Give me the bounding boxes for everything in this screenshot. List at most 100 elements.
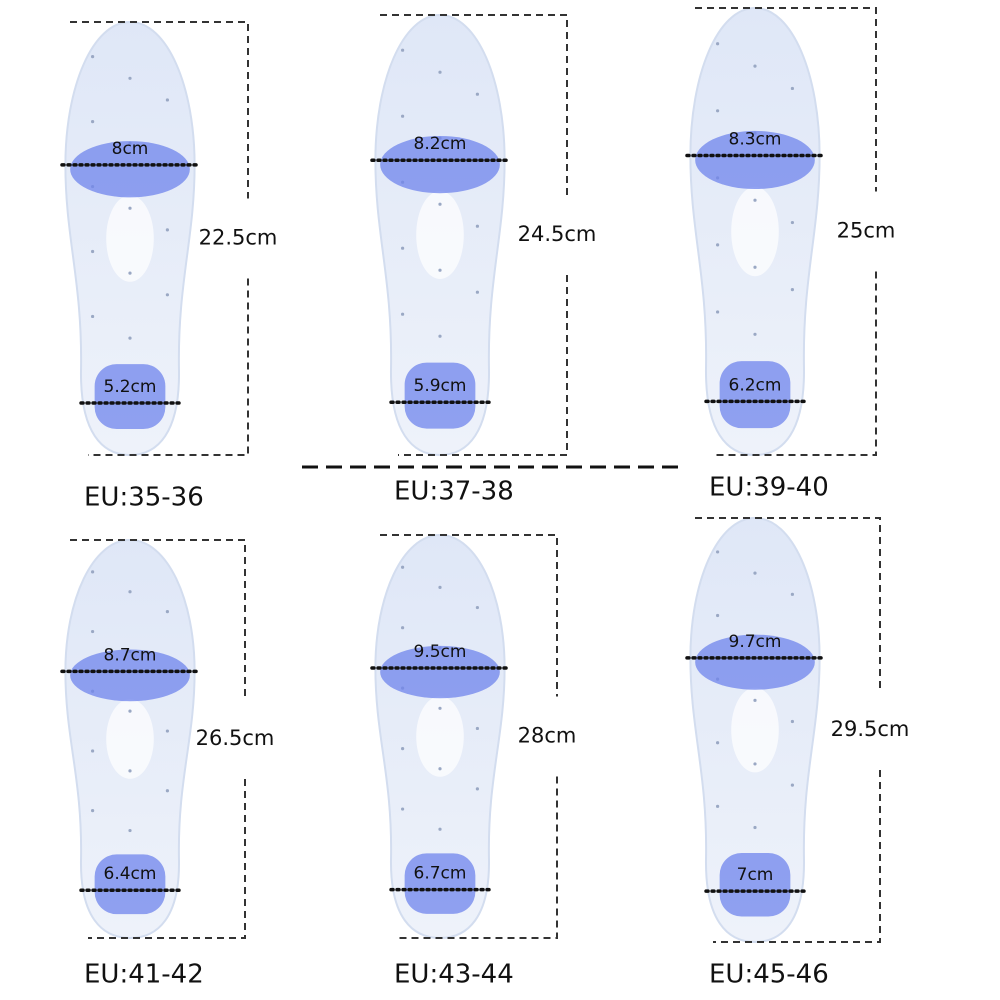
size-label: EU:41-42 bbox=[84, 960, 204, 990]
heel-pad bbox=[94, 854, 166, 915]
vent-hole bbox=[790, 86, 795, 91]
vent-hole bbox=[790, 220, 795, 225]
vent-hole bbox=[128, 271, 132, 275]
vent-hole bbox=[438, 767, 442, 771]
vent-hole bbox=[716, 613, 720, 618]
vent-hole bbox=[716, 550, 720, 554]
vent-hole bbox=[716, 109, 720, 113]
vent-hole bbox=[753, 332, 757, 336]
heel-width: 5.2cm bbox=[104, 377, 157, 397]
length: 24.5cm bbox=[518, 222, 597, 246]
vent-hole bbox=[91, 119, 95, 124]
vent-hole bbox=[91, 570, 95, 574]
size-label: EU:35-36 bbox=[84, 483, 204, 513]
length-bracket-bottom bbox=[713, 271, 877, 456]
vent-hole bbox=[753, 698, 757, 702]
vent-hole bbox=[128, 709, 132, 713]
forefoot-pad bbox=[695, 634, 815, 690]
arch-highlight bbox=[416, 191, 464, 279]
vent-hole bbox=[753, 198, 757, 202]
vent-hole bbox=[401, 246, 405, 250]
vent-hole bbox=[165, 789, 169, 793]
length: 28cm bbox=[518, 724, 577, 748]
forefoot-width: 9.5cm bbox=[414, 642, 467, 662]
vent-hole bbox=[91, 249, 95, 254]
vent-hole bbox=[91, 749, 95, 753]
vent-hole bbox=[128, 76, 132, 80]
length: 22.5cm bbox=[199, 226, 278, 250]
arch-highlight bbox=[731, 186, 779, 277]
vent-hole bbox=[475, 787, 479, 791]
vent-hole bbox=[790, 719, 795, 724]
vent-hole bbox=[128, 769, 132, 773]
heel-pad bbox=[719, 852, 791, 917]
size-label: EU:39-40 bbox=[709, 473, 829, 503]
vent-hole bbox=[128, 828, 132, 833]
vent-hole bbox=[438, 585, 442, 589]
vent-hole bbox=[753, 265, 757, 269]
length-bracket-top bbox=[380, 14, 568, 195]
vent-hole bbox=[753, 64, 757, 68]
vent-hole bbox=[165, 293, 169, 297]
heel-pad bbox=[94, 364, 166, 430]
length: 26.5cm bbox=[196, 726, 275, 750]
length: 25cm bbox=[837, 219, 896, 243]
vent-hole bbox=[475, 605, 479, 610]
size-label: EU:37-38 bbox=[394, 477, 514, 507]
forefoot-width: 8cm bbox=[112, 139, 149, 159]
heel-pad bbox=[404, 362, 476, 429]
vent-hole bbox=[790, 783, 795, 787]
heel-width: 6.7cm bbox=[414, 864, 467, 884]
vent-hole bbox=[401, 807, 405, 811]
forefoot-pad bbox=[695, 130, 815, 190]
vent-hole bbox=[91, 629, 95, 634]
length-bracket-bottom bbox=[398, 275, 568, 456]
heel-width: 7cm bbox=[737, 865, 774, 885]
heel-width: 5.9cm bbox=[414, 376, 467, 396]
vent-hole bbox=[790, 288, 795, 292]
vent-hole bbox=[716, 310, 720, 314]
forefoot-pad bbox=[380, 645, 500, 699]
vent-hole bbox=[475, 290, 479, 294]
vent-hole bbox=[401, 746, 405, 751]
length-bracket-bottom bbox=[713, 770, 881, 943]
vent-hole bbox=[438, 334, 442, 338]
vent-hole bbox=[438, 70, 442, 74]
vent-hole bbox=[91, 809, 95, 813]
vent-hole bbox=[475, 224, 479, 228]
size-label: EU:45-46 bbox=[709, 960, 829, 990]
vent-hole bbox=[790, 592, 795, 596]
forefoot-width: 8.7cm bbox=[104, 645, 157, 665]
forefoot-pad bbox=[70, 649, 190, 702]
heel-pad bbox=[404, 853, 476, 914]
vent-hole bbox=[438, 827, 442, 831]
forefoot-width: 9.7cm bbox=[729, 632, 782, 652]
vent-hole bbox=[128, 206, 132, 210]
vent-hole bbox=[401, 626, 405, 630]
arch-highlight bbox=[106, 699, 154, 779]
vent-hole bbox=[475, 726, 479, 731]
size-label: EU:43-44 bbox=[394, 960, 514, 990]
vent-hole bbox=[438, 706, 442, 710]
forefoot-pad bbox=[380, 136, 500, 194]
length-bracket-top bbox=[695, 7, 877, 192]
arch-highlight bbox=[416, 696, 464, 777]
arch-highlight bbox=[106, 195, 154, 282]
vent-hole bbox=[438, 268, 442, 272]
vent-hole bbox=[475, 92, 479, 96]
arch-highlight bbox=[731, 687, 779, 773]
heel-width: 6.4cm bbox=[104, 864, 157, 884]
vent-hole bbox=[716, 804, 720, 808]
vent-hole bbox=[753, 762, 757, 766]
length-bracket-top bbox=[695, 517, 881, 690]
vent-hole bbox=[716, 42, 720, 46]
vent-hole bbox=[165, 98, 169, 102]
vent-hole bbox=[91, 314, 95, 319]
vent-hole bbox=[716, 243, 720, 247]
vent-hole bbox=[165, 228, 169, 232]
length: 29.5cm bbox=[831, 717, 910, 741]
vent-hole bbox=[91, 55, 95, 59]
vent-hole bbox=[753, 825, 757, 830]
vent-hole bbox=[716, 741, 720, 745]
